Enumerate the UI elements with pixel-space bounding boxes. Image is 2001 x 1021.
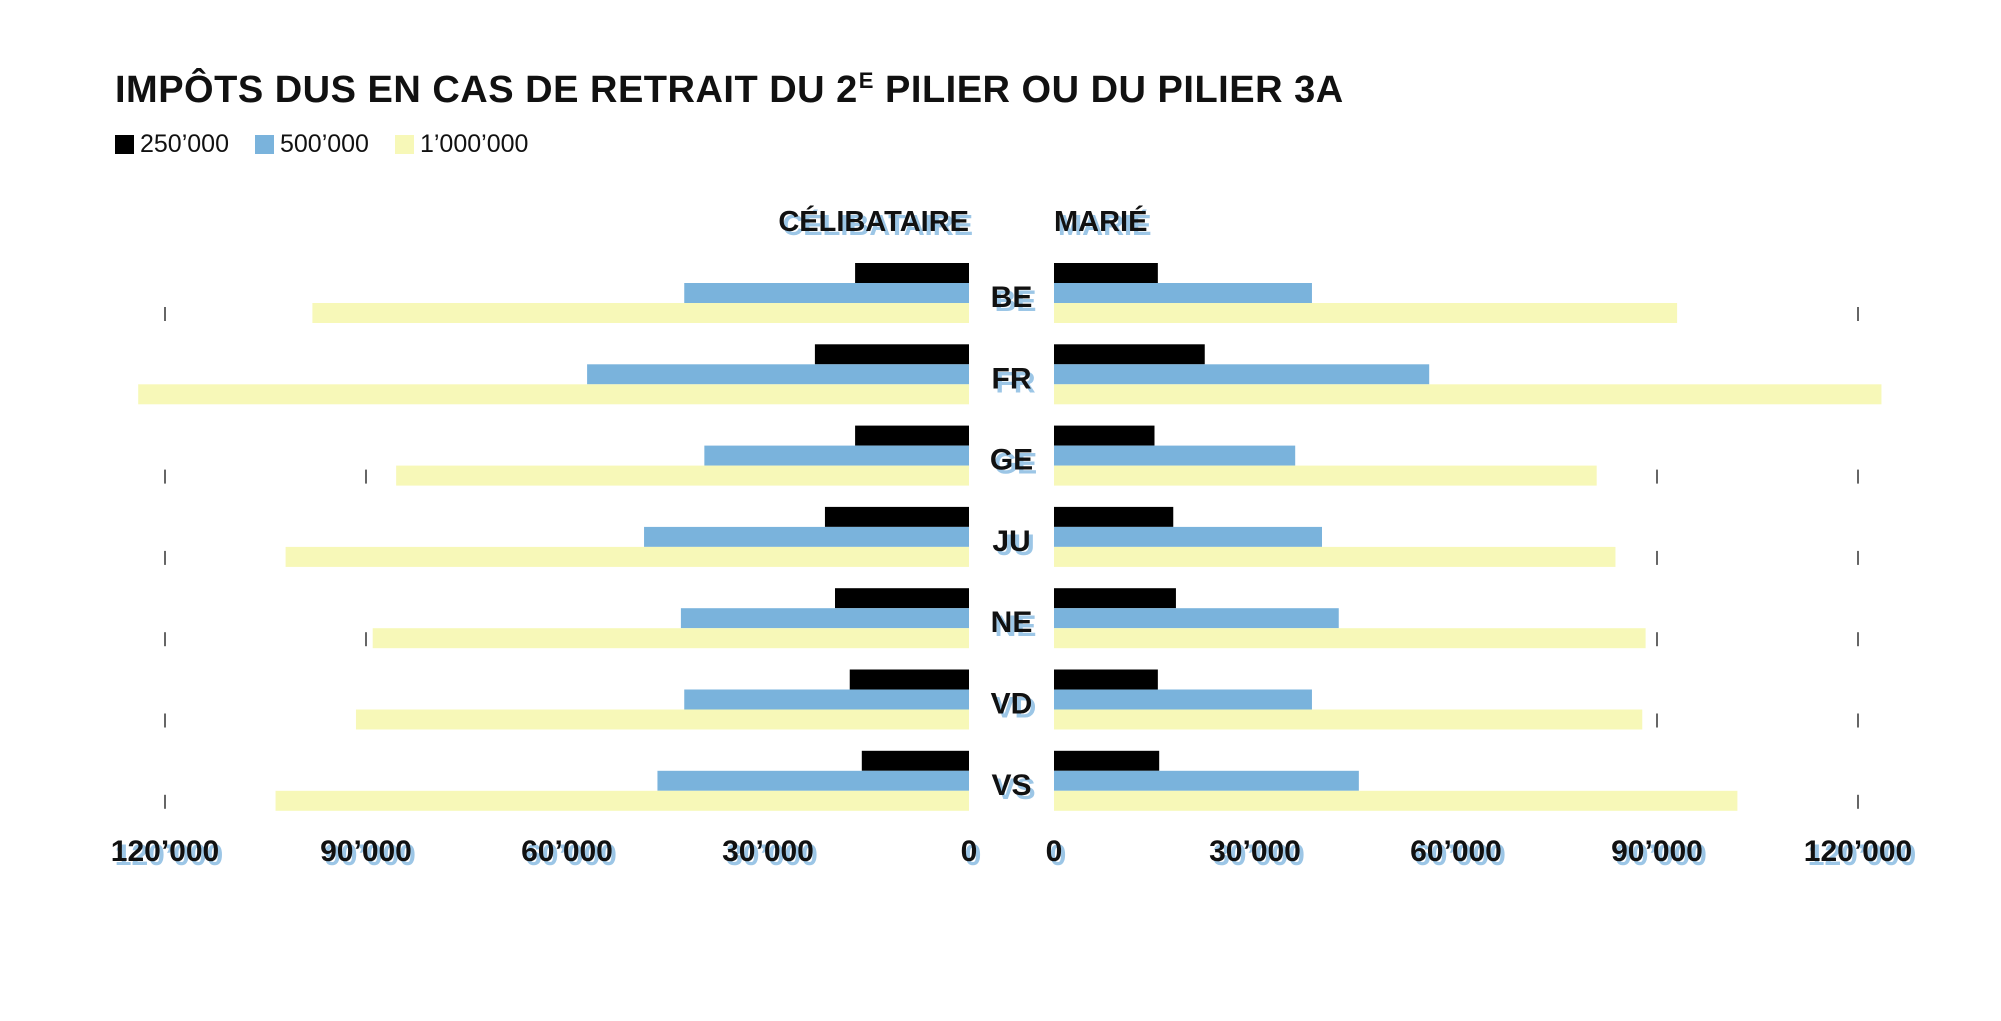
category-label-be-shadow: BE [995,285,1037,318]
bar-marie-ju-series-0 [1054,506,1174,527]
bar-celibataire-vd-series-1 [684,689,969,710]
axis-label-left-90000: 90’000 [320,835,412,868]
axis-label-left-0: 0 [961,835,978,868]
bar-marie-ge-series-1 [1054,445,1296,466]
axis-label-left-120000: 120’000 [111,835,219,868]
axis-label-right-90000-shadow: 90’000 [1615,839,1707,872]
bar-celibataire-be-series-1 [684,283,969,303]
bar-marie-fr-series-1 [1054,364,1430,385]
legend-label-1000000: 1’000’000 [419,130,529,158]
bar-celibataire-vs-series-2 [275,790,969,811]
bar-celibataire-be-series-2 [312,303,969,323]
axis-label-left-30000: 30’000 [722,835,814,868]
bar-marie-be-series-0 [1054,263,1158,283]
axis-label-right-120000-shadow: 120’000 [1808,839,1916,872]
category-label-ne: NE [991,606,1033,639]
bar-marie-be-series-2 [1054,303,1678,323]
bar-celibataire-be-series-0 [855,263,969,283]
legend-label-500000: 500’000 [279,130,369,158]
bar-celibataire-vd-series-2 [355,709,969,730]
bar-celibataire-ne-series-1 [680,608,969,629]
axis-label-right-30000-shadow: 30’000 [1213,839,1305,872]
bar-marie-vs-series-2 [1054,790,1738,811]
legend-swatch-250000 [115,135,134,154]
axis-label-left-120000-shadow: 120’000 [115,839,223,872]
category-label-ge: GE [990,444,1033,477]
category-label-vd-shadow: VD [995,692,1037,725]
panel-header-marie: MARIÉ [1054,204,1147,238]
chart-title-main: IMPÔTS DUS EN CAS DE RETRAIT DU 2 [115,69,858,111]
category-label-fr-shadow: FR [996,366,1036,399]
bar-celibataire-ne-series-2 [372,628,969,649]
axis-label-right-0: 0 [1046,835,1063,868]
category-label-ne-shadow: NE [995,610,1037,643]
bar-marie-fr-series-2 [1054,384,1882,405]
axis-label-left-0-shadow: 0 [965,839,982,872]
bar-marie-ne-series-0 [1054,588,1176,609]
axis-label-left-30000-shadow: 30’000 [726,839,818,872]
bar-celibataire-fr-series-2 [138,384,969,405]
axis-label-left-60000-shadow: 60’000 [525,839,617,872]
panel-header-marie-shadow: MARIÉ [1058,208,1151,242]
bar-marie-vd-series-1 [1054,689,1312,710]
axis-label-right-0-shadow: 0 [1050,839,1067,872]
axis-label-left-90000-shadow: 90’000 [324,839,416,872]
legend-item-500000: 500’000 [254,130,369,159]
bar-celibataire-fr-series-0 [814,344,969,365]
chart-title: IMPÔTS DUS EN CAS DE RETRAIT DU 2E PILIE… [115,68,1344,112]
bar-marie-ne-series-2 [1054,628,1646,649]
category-label-vs-shadow: VS [995,773,1035,806]
bar-celibataire-ge-series-2 [396,465,969,486]
chart-title-superscript: E [858,68,874,93]
bar-marie-vd-series-2 [1054,709,1643,730]
category-label-be: BE [991,281,1033,314]
bar-celibataire-ju-series-2 [285,546,970,567]
bar-marie-ne-series-1 [1054,608,1339,629]
axis-label-right-90000: 90’000 [1611,835,1703,868]
legend-item-250000: 250’000 [115,130,229,159]
panel-header-celibataire: CÉLIBATAIRE [778,204,969,238]
bar-celibataire-ju-series-0 [824,506,969,527]
bar-marie-ge-series-2 [1054,465,1597,486]
category-label-ju-shadow: JU [996,529,1034,562]
axis-label-left-60000: 60’000 [521,835,613,868]
bar-celibataire-ge-series-1 [704,445,969,466]
bar-celibataire-ne-series-0 [835,588,969,609]
bar-celibataire-fr-series-1 [587,364,969,385]
legend-swatch-500000 [254,135,274,154]
chart-title-tail: PILIER OU DU PILIER 3A [873,69,1344,111]
legend-item-1000000: 1’000’000 [394,130,529,159]
axis-label-right-60000-shadow: 60’000 [1414,839,1506,872]
bar-marie-fr-series-0 [1054,344,1205,365]
axis-label-right-120000: 120’000 [1804,835,1912,868]
panel-header-celibataire-shadow: CÉLIBATAIRE [782,208,973,242]
bar-marie-ge-series-0 [1054,425,1155,446]
category-label-vs: VS [991,769,1031,802]
bar-marie-ju-series-1 [1054,526,1322,547]
bar-marie-vs-series-0 [1054,750,1160,771]
bar-marie-be-series-1 [1054,283,1312,303]
bar-marie-vd-series-0 [1054,669,1158,690]
axis-label-right-30000: 30’000 [1209,835,1301,868]
category-label-fr: FR [992,362,1032,395]
category-label-ge-shadow: GE [994,448,1037,481]
category-label-vd: VD [991,688,1033,721]
axis-label-right-60000: 60’000 [1410,835,1502,868]
bar-celibataire-ge-series-0 [855,425,969,446]
bar-marie-ju-series-2 [1054,546,1616,567]
legend-swatch-1000000 [394,135,414,154]
bar-marie-vs-series-1 [1054,770,1359,791]
bar-celibataire-vd-series-0 [849,669,969,690]
bar-celibataire-ju-series-1 [644,526,969,547]
bar-celibataire-vs-series-1 [657,770,969,791]
legend: 250’000 500’000 1’000’000 [115,130,528,159]
bar-celibataire-vs-series-0 [861,750,969,771]
legend-label-250000: 250’000 [140,130,229,158]
category-label-ju: JU [992,525,1030,558]
